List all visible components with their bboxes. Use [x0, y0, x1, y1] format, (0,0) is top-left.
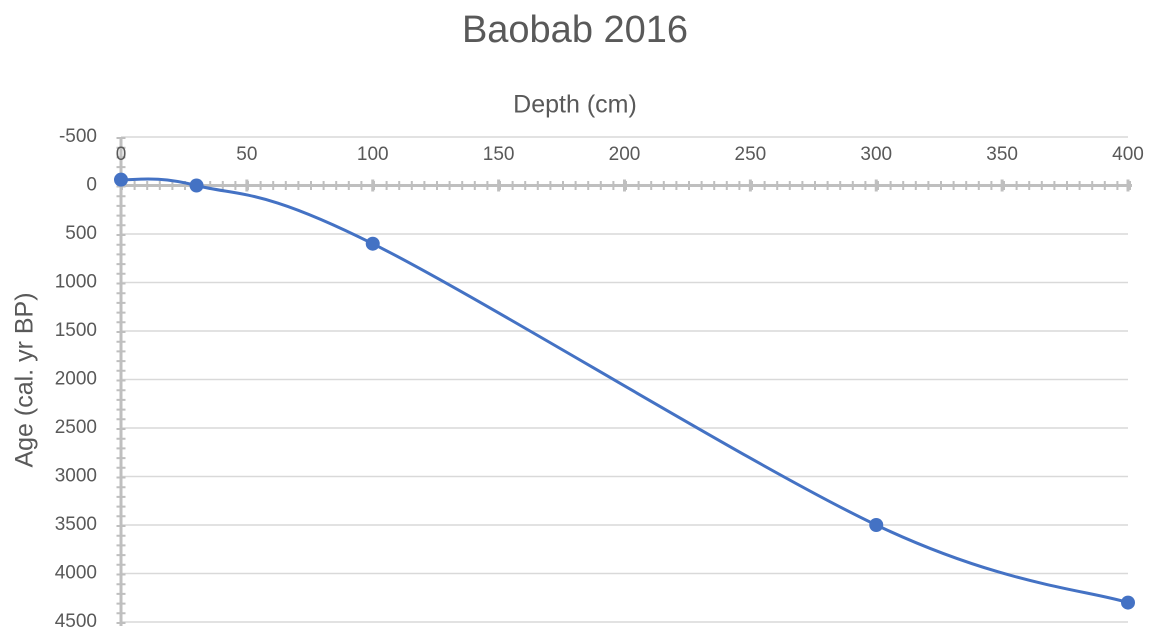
x-tick-label: 400 [1112, 144, 1144, 165]
y-tick-label: 2000 [55, 369, 97, 390]
data-point [189, 178, 204, 193]
y-tick-label: 4500 [55, 611, 97, 630]
chart-title: Baobab 2016 [462, 9, 688, 51]
data-point [869, 518, 884, 532]
y-tick-label: 1500 [55, 320, 97, 341]
x-tick-label: 300 [860, 144, 892, 165]
y-tick-label: 2500 [55, 417, 97, 438]
y-tick-label: 500 [65, 223, 97, 244]
series-line [120, 177, 1129, 605]
y-tick-label: 0 [86, 175, 97, 196]
x-tick-label: 100 [357, 144, 389, 165]
y-tick-label: -500 [59, 126, 97, 147]
x-tick-label: 350 [986, 144, 1018, 165]
x-tick-label: 50 [236, 144, 257, 165]
data-point [365, 236, 380, 251]
data-point [1121, 595, 1135, 610]
x-axis-label: Depth (cm) [513, 91, 637, 119]
y-tick-label: 1000 [55, 272, 97, 293]
y-tick-label: 3500 [55, 514, 97, 535]
y-axis-label: Age (cal. yr BP) [11, 292, 39, 467]
data-point [114, 172, 128, 187]
x-tick-label: 250 [735, 144, 767, 165]
x-tick-label: 0 [116, 144, 127, 165]
y-tick-label: 3000 [55, 466, 97, 487]
y-tick-label: 4000 [55, 563, 97, 584]
x-tick-label: 200 [609, 144, 641, 165]
x-tick-label: 150 [483, 144, 515, 165]
